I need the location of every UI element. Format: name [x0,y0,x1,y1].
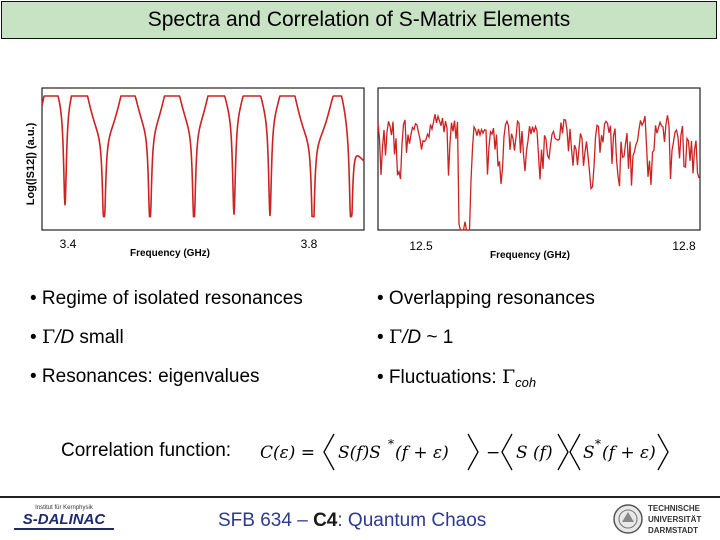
logo-line: UNIVERSITÄT [648,515,701,524]
x-axis-label: Frequency (GHz) [490,250,570,261]
slide-title: Spectra and Correlation of S-Matrix Elem… [147,8,571,31]
y-axis-label: Log(|S12|) (a.u.) [25,122,37,205]
footer-suffix: : Quantum Chaos [337,510,487,531]
formula-term: (f + ε) [395,443,449,463]
x-tick-label: 3.4 [60,237,77,251]
x-tick-label: 12.8 [672,239,696,253]
formula-term: S [583,443,595,463]
gamma-symbol: Γ [41,326,56,348]
spectrum-plot-isolated: Log(|S12|) (a.u.) 3.4 3.8 Frequency (GHz… [25,87,365,259]
formula-bracket [557,433,569,471]
footer-divider [0,496,720,498]
slide-title-bar: Spectra and Correlation of S-Matrix Elem… [1,1,717,39]
formula-term: S(f)S [338,443,381,463]
gamma-symbol: Γ [501,366,516,388]
bullet-overlapping-resonances: • Overlapping resonances [377,288,595,309]
formula-superscript: * [595,437,601,451]
formula-bracket [657,433,669,471]
formula-bracket [467,433,479,471]
d-ratio: /D [55,327,75,348]
s-dalinac-logo: Institut für Kernphysik S-DALINAC [14,505,114,530]
x-tick-label: 3.8 [301,237,318,251]
spectrum-trace [377,113,700,231]
bullet-isolated-resonances: • Regime of isolated resonances [30,288,303,309]
formula-bracket [501,433,513,471]
tu-darmstadt-logo: TECHNISCHE UNIVERSITÄT DARMSTADT [613,504,701,535]
bullet-gamma-d-small: • Γ/D small [30,326,124,349]
formula-bracket [569,433,581,471]
x-tick-label: 12.5 [409,239,433,253]
footer-project-code: C4 [313,510,338,531]
x-axis-label: Frequency (GHz) [130,248,210,259]
d-ratio: /D [402,327,422,348]
bullet-fluctuations: • Fluctuations: Γcoh [377,366,537,390]
formula-minus: − [486,443,500,463]
spectrum-plot-overlapping: 12.5 12.8 Frequency (GHz) [377,87,701,261]
formula-term: (f + ε) [602,443,656,463]
bullet-suffix: small [74,327,124,348]
correlation-formula: C(ε) = S(f)S * (f + ε) − S (f) S * (f + … [260,433,669,471]
bullet-suffix: ~ 1 [421,327,454,348]
logo-institute-text: Institut für Kernphysik [35,505,94,511]
formula-superscript: * [388,437,394,451]
formula-bracket [323,433,335,471]
logo-main-text: S-DALINAC [23,511,107,528]
bullet-prefix: • [377,327,389,348]
bullet-prefix: • [30,327,42,348]
correlation-label: Correlation function: [61,440,232,461]
formula-lhs: C(ε) = [260,443,315,463]
bullet-prefix: • Fluctuations: [377,367,502,388]
formula-term: S (f) [516,443,553,463]
gamma-symbol: Γ [388,326,403,348]
logo-line: TECHNISCHE [648,504,701,513]
footer-text: SFB 634 – C4: Quantum Chaos [218,510,486,532]
footer-prefix: SFB 634 – [218,510,314,531]
bullet-gamma-d-one: • Γ/D ~ 1 [377,326,453,349]
logo-line: DARMSTADT [648,526,698,535]
spectrum-trace [41,95,365,218]
bullet-eigenvalues: • Resonances: eigenvalues [30,366,260,387]
coh-subscript: coh [515,375,537,390]
